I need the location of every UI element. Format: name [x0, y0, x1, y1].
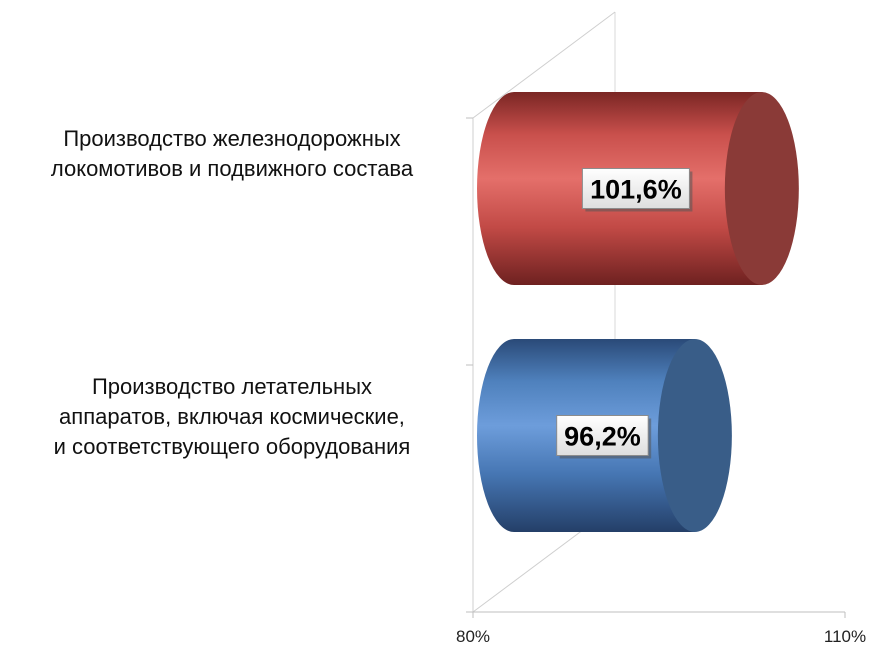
bar-1: 96,2%: [477, 339, 732, 532]
bar-0: 101,6%: [477, 92, 799, 285]
category-label-0: Производство железнодорожных локомотивов …: [51, 126, 414, 181]
category-label-line: Производство железнодорожных: [63, 126, 400, 151]
data-label-box-1: [556, 415, 649, 456]
category-label-line: и соответствующего оборудования: [54, 434, 411, 459]
back-wall-top: [472, 11, 616, 119]
cylinder-cap-0: [724, 92, 799, 285]
data-label-box-0: [581, 168, 690, 209]
category-label-line: аппаратов, включая космические,: [59, 404, 405, 429]
category-label-line: Производство летательных: [92, 374, 372, 399]
x-tick-label-0: 80%: [456, 627, 490, 646]
data-label-0: 101,6%: [590, 175, 682, 205]
cylinder-cap-1: [657, 339, 732, 532]
data-label-1: 96,2%: [564, 422, 641, 452]
category-label-1: Производство летательных аппаратов, включ…: [54, 374, 411, 459]
x-tick-label-1: 110%: [824, 627, 866, 646]
category-label-line: локомотивов и подвижного состава: [51, 156, 414, 181]
